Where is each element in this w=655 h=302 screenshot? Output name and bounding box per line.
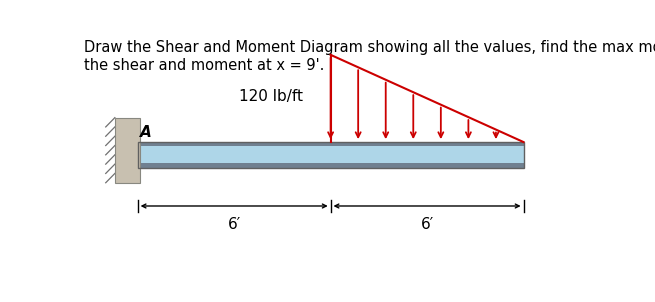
- Text: the shear and moment at x = 9'.: the shear and moment at x = 9'.: [84, 58, 325, 73]
- Bar: [138, 163, 523, 168]
- Bar: [138, 146, 523, 163]
- Text: 6′: 6′: [421, 217, 434, 232]
- Text: A: A: [140, 125, 152, 140]
- Text: 6′: 6′: [227, 217, 241, 232]
- Text: Draw the Shear and Moment Diagram showing all the values, find the max moment, a: Draw the Shear and Moment Diagram showin…: [84, 40, 655, 55]
- Bar: [138, 142, 523, 146]
- Bar: [138, 142, 523, 168]
- Bar: [115, 117, 140, 183]
- Text: 120 lb/ft: 120 lb/ft: [238, 89, 303, 104]
